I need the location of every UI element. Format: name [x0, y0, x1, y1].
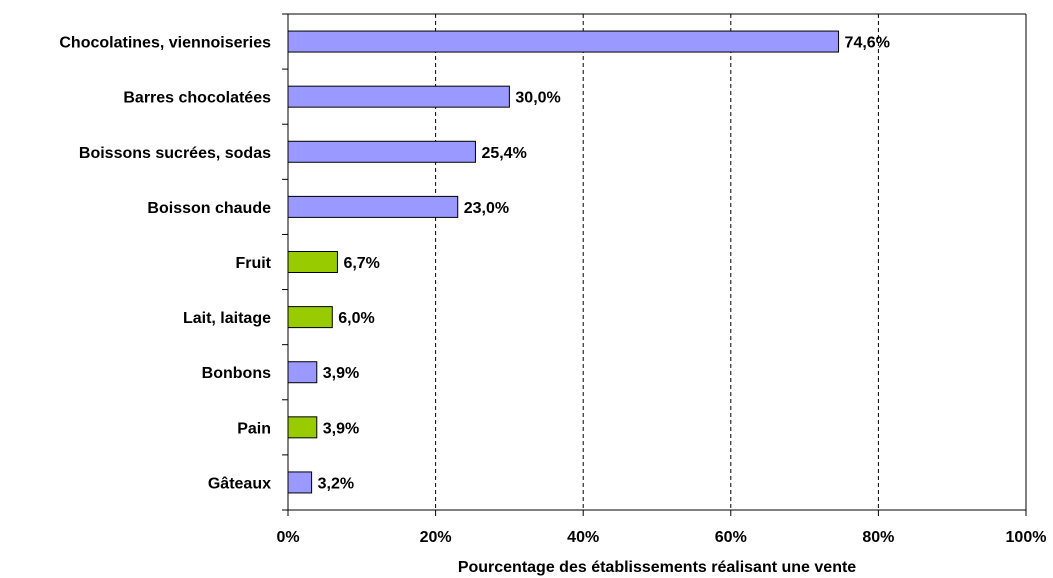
- data-label: 25,4%: [481, 145, 526, 162]
- bar: [287, 251, 338, 273]
- labels: 0% 20% 40% 60% 80% 100% Chocolatines, viennois…: [59, 35, 1046, 546]
- data-label: 3,2%: [318, 475, 354, 492]
- bar: [287, 306, 333, 329]
- category-label: Barres chocolatées: [123, 90, 271, 107]
- data-label: 6,0%: [338, 310, 374, 327]
- bars: [287, 30, 840, 494]
- category-label: Boisson chaude: [147, 200, 271, 217]
- data-label: 74,6%: [845, 35, 890, 52]
- data-label: 23,0%: [464, 200, 509, 217]
- bar: [287, 140, 476, 163]
- x-axis-title: Pourcentage des établissements réalisant…: [458, 559, 856, 576]
- x-tick-label: 0%: [276, 529, 299, 546]
- category-label: Lait, laitage: [183, 310, 271, 327]
- category-label: Gâteaux: [208, 475, 271, 492]
- bar: [287, 195, 459, 218]
- bar: [287, 30, 840, 53]
- data-label: 30,0%: [515, 90, 560, 107]
- category-label: Boissons sucrées, sodas: [79, 145, 271, 162]
- x-tick-label: 80%: [862, 529, 894, 546]
- category-label: Fruit: [235, 255, 271, 272]
- x-tick-label: 60%: [715, 529, 747, 546]
- bar: [287, 361, 318, 384]
- category-label: Pain: [237, 420, 271, 437]
- bar: [287, 85, 510, 108]
- x-tick-label: 100%: [1006, 529, 1047, 546]
- axes: [282, 13, 1027, 516]
- x-tick-label: 40%: [567, 529, 599, 546]
- grid-lines: [435, 14, 879, 510]
- x-tick-label: 20%: [420, 529, 452, 546]
- data-label: 3,9%: [323, 420, 359, 437]
- category-label: Chocolatines, viennoiseries: [59, 35, 271, 52]
- bar: [287, 471, 313, 494]
- bar: [287, 416, 318, 439]
- data-label: 6,7%: [343, 255, 379, 272]
- data-label: 3,9%: [323, 365, 359, 382]
- category-label: Bonbons: [202, 365, 271, 382]
